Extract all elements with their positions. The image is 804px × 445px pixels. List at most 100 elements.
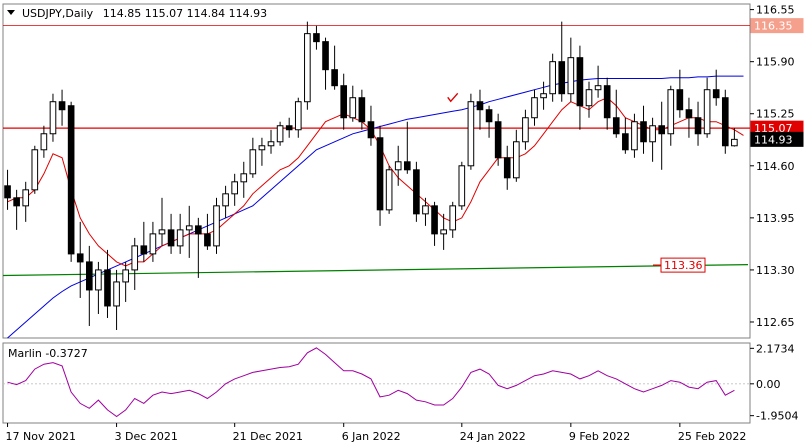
candle[interactable] [594, 65, 602, 98]
candle[interactable] [231, 173, 238, 206]
candle[interactable] [440, 213, 447, 250]
candle[interactable] [522, 109, 529, 150]
candle[interactable] [358, 89, 366, 130]
candle[interactable] [403, 121, 411, 174]
candle[interactable] [76, 221, 84, 298]
candle[interactable] [185, 205, 193, 258]
x-tick-label: 25 Feb 2022 [678, 430, 746, 443]
candle[interactable] [667, 85, 675, 146]
candle[interactable] [131, 237, 139, 290]
candle[interactable] [612, 89, 620, 138]
candle[interactable] [631, 113, 638, 158]
candle[interactable] [22, 181, 30, 222]
candle[interactable] [721, 89, 729, 154]
candle[interactable] [503, 145, 511, 190]
candle[interactable] [158, 197, 166, 246]
candle[interactable] [31, 145, 39, 194]
candle[interactable] [676, 69, 684, 118]
candle[interactable] [276, 121, 284, 146]
candle[interactable] [13, 189, 20, 230]
candle[interactable] [476, 89, 484, 130]
candle[interactable] [304, 21, 311, 110]
candle[interactable] [703, 77, 711, 138]
candle-body [231, 181, 238, 195]
candle[interactable] [558, 21, 566, 102]
candle[interactable] [467, 93, 475, 170]
candle[interactable] [122, 261, 129, 302]
candle-body [503, 157, 511, 179]
candle[interactable] [394, 145, 402, 186]
candle[interactable] [140, 221, 148, 262]
candle[interactable] [485, 105, 493, 138]
candle[interactable] [4, 169, 11, 210]
candle[interactable] [413, 161, 420, 222]
candle[interactable] [294, 97, 302, 138]
main-price-panel[interactable]: 113.36 [2, 3, 751, 339]
candle[interactable] [576, 45, 584, 130]
candle[interactable] [640, 105, 647, 154]
candle[interactable] [176, 213, 184, 254]
candle[interactable] [267, 129, 275, 154]
candle[interactable] [540, 81, 547, 110]
candle[interactable] [249, 137, 257, 178]
candle[interactable] [258, 137, 266, 166]
candle[interactable] [322, 37, 329, 90]
candle[interactable] [204, 213, 211, 250]
candle[interactable] [340, 73, 348, 130]
ohlc-values: 114.85 115.07 114.84 114.93 [103, 7, 267, 20]
candle[interactable] [104, 249, 111, 318]
candle[interactable] [49, 93, 57, 142]
candle[interactable] [376, 125, 384, 226]
candle[interactable] [422, 197, 429, 226]
candle[interactable] [549, 53, 556, 102]
candle[interactable] [567, 37, 575, 102]
candle[interactable] [449, 201, 457, 238]
candle[interactable] [685, 97, 693, 138]
candle[interactable] [149, 221, 157, 262]
candle[interactable] [494, 113, 502, 166]
candle[interactable] [85, 245, 93, 326]
candle[interactable] [67, 101, 75, 262]
marlin-oscillator-panel[interactable] [2, 342, 751, 424]
candle[interactable] [240, 161, 248, 198]
candle-body [631, 121, 638, 151]
candle[interactable] [585, 81, 593, 118]
candle[interactable] [167, 213, 175, 254]
candle[interactable] [431, 201, 438, 246]
candle-body [658, 125, 666, 135]
moving-average-slow-line [7, 75, 744, 339]
candle-body [276, 125, 284, 143]
candle[interactable] [222, 185, 229, 218]
candle[interactable] [531, 89, 538, 126]
candle[interactable] [58, 89, 66, 126]
candle[interactable] [40, 125, 48, 158]
candle[interactable] [95, 261, 102, 314]
candle[interactable] [349, 85, 357, 122]
y-tick-label: 113.30 [756, 264, 795, 277]
candle[interactable] [458, 161, 466, 210]
trendline-value-label: 113.36 [664, 259, 703, 272]
candle[interactable] [285, 117, 293, 138]
candle[interactable] [313, 25, 320, 50]
osc-y-tick-label: -1.9504 [756, 410, 798, 423]
candle[interactable] [331, 45, 338, 90]
candle[interactable] [603, 77, 611, 130]
candle[interactable] [213, 197, 220, 254]
candle[interactable] [113, 269, 120, 330]
candle[interactable] [367, 105, 375, 146]
candle[interactable] [195, 217, 202, 278]
candle[interactable] [513, 129, 520, 182]
axes: 116.55 115.90 115.25 114.60 113.95 113.30 112.… [6, 4, 804, 443]
price-marker-label: 116.35 [754, 20, 793, 33]
candle[interactable] [385, 165, 393, 214]
candle-body [122, 269, 129, 283]
collapse-triangle-icon[interactable] [7, 10, 15, 15]
x-tick-label: 24 Jan 2022 [460, 430, 526, 443]
candle[interactable] [694, 101, 702, 146]
candle[interactable] [658, 101, 666, 170]
candle[interactable] [649, 117, 656, 162]
candle[interactable] [731, 128, 738, 147]
candle[interactable] [622, 117, 629, 154]
candle[interactable] [712, 69, 720, 106]
